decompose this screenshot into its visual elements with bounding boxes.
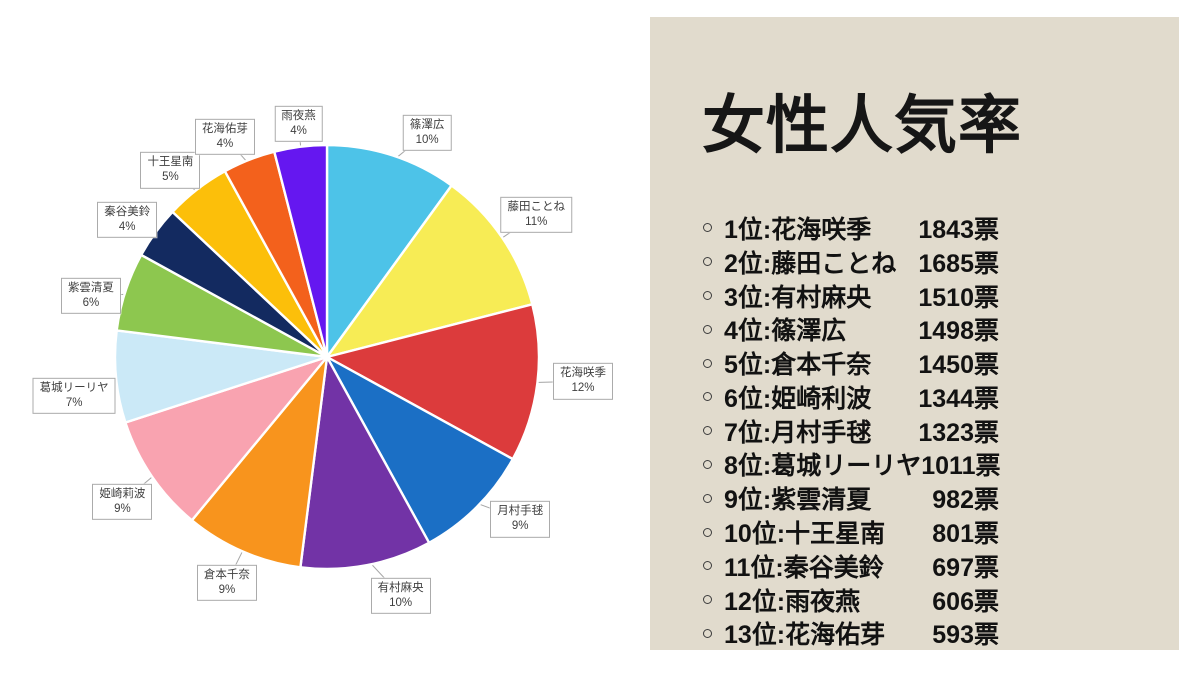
rank-and-name: 2位:藤田ことね (724, 249, 897, 278)
vote-count: 1685票 (918, 249, 999, 278)
pie-slice-花海咲季 (325, 303, 541, 461)
rank-and-name: 10位:十王星南 (724, 520, 886, 549)
ranking-row: 8位:葛城リーリヤ 1011票 (703, 448, 1001, 482)
bullet-circle-icon (703, 257, 712, 267)
vote-count: 1011票 (921, 452, 1001, 481)
panel-title: 女性人気率 (702, 91, 1022, 161)
bullet-circle-icon (703, 426, 712, 436)
pie-slice-月村手毬 (325, 355, 514, 544)
rank-and-name: 11位:秦谷美鈴 (724, 553, 884, 582)
bullet-circle-icon (703, 223, 712, 233)
rank-and-name: 7位:月村手毬 (724, 418, 872, 447)
pie-slice-藤田ことね (325, 184, 534, 359)
vote-count: 606票 (932, 587, 999, 616)
bullet-circle-icon (703, 628, 712, 638)
rank-and-name: 1位:花海咲季 (724, 215, 872, 244)
rank-and-name: 9位:紫雲清夏 (724, 486, 872, 515)
bullet-circle-icon (703, 324, 712, 334)
rank-and-name: 6位:姫崎利波 (724, 384, 872, 413)
rank-and-name: 4位:篠澤広 (724, 317, 847, 346)
ranking-row: 12位:雨夜燕 606票 (703, 583, 999, 617)
rank-and-name: 5位:倉本千奈 (724, 351, 872, 380)
bullet-circle-icon (703, 290, 712, 300)
ranking-panel: 女性人気率 1位:花海咲季 1843票 2位:藤田ことね 1685票 3位:有村麻央 15… (650, 17, 1179, 650)
bullet-circle-icon (703, 595, 712, 605)
ranking-row: 10位:十王星南 801票 (703, 515, 999, 549)
ranking-row: 5位:倉本千奈 1450票 (703, 346, 999, 380)
ranking-row: 6位:姫崎利波 1344票 (703, 380, 999, 414)
ranking-row: 13位:花海佑芽 593票 (703, 617, 999, 651)
rank-and-name: 3位:有村麻央 (724, 283, 872, 312)
pie-slice-姫崎莉波 (124, 355, 329, 522)
ranking-row: 1位:花海咲季 1843票 (703, 211, 999, 245)
bullet-circle-icon (703, 358, 712, 368)
ranking-row: 7位:月村手毬 1323票 (703, 414, 999, 448)
ranking-row: 9位:紫雲清夏 982票 (703, 481, 999, 515)
ranking-row: 11位:秦谷美鈴 697票 (703, 549, 999, 583)
vote-count: 1843票 (918, 215, 999, 244)
bullet-circle-icon (703, 527, 712, 537)
vote-count: 1498票 (918, 317, 999, 346)
vote-count: 1510票 (918, 283, 999, 312)
vote-count: 1323票 (918, 418, 999, 447)
rank-and-name: 12位:雨夜燕 (724, 587, 861, 616)
ranking-list: 1位:花海咲季 1843票 2位:藤田ことね 1685票 3位:有村麻央 1510票 4位:… (703, 211, 1001, 651)
vote-count: 1344票 (918, 384, 999, 413)
bullet-circle-icon (703, 392, 712, 402)
vote-count: 697票 (932, 553, 999, 582)
pie-slice-雨夜燕 (273, 143, 329, 359)
vote-count: 982票 (932, 486, 999, 515)
vote-count: 801票 (932, 520, 999, 549)
ranking-row: 2位:藤田ことね 1685票 (703, 245, 999, 279)
pie-chart: 篠澤広 10% 藤田ことね 11% 花海咲季 12% 月村手毬 9% 有村麻央 10% 倉本千奈 9%… (32, 105, 613, 614)
ranking-row: 3位:有村麻央 1510票 (703, 279, 999, 313)
pie-chart-svg (73, 123, 584, 596)
bullet-circle-icon (703, 561, 712, 571)
bullet-circle-icon (703, 459, 712, 469)
vote-count: 593票 (932, 621, 999, 650)
vote-count: 1450票 (918, 351, 999, 380)
ranking-row: 4位:篠澤広 1498票 (703, 312, 999, 346)
pie-slice-有村麻央 (299, 355, 431, 571)
pie-slice-篠澤広 (325, 143, 453, 359)
rank-and-name: 8位:葛城リーリヤ (724, 452, 922, 481)
rank-and-name: 13位:花海佑芽 (724, 621, 886, 650)
bullet-circle-icon (703, 493, 712, 503)
pie-slice-倉本千奈 (190, 355, 329, 569)
